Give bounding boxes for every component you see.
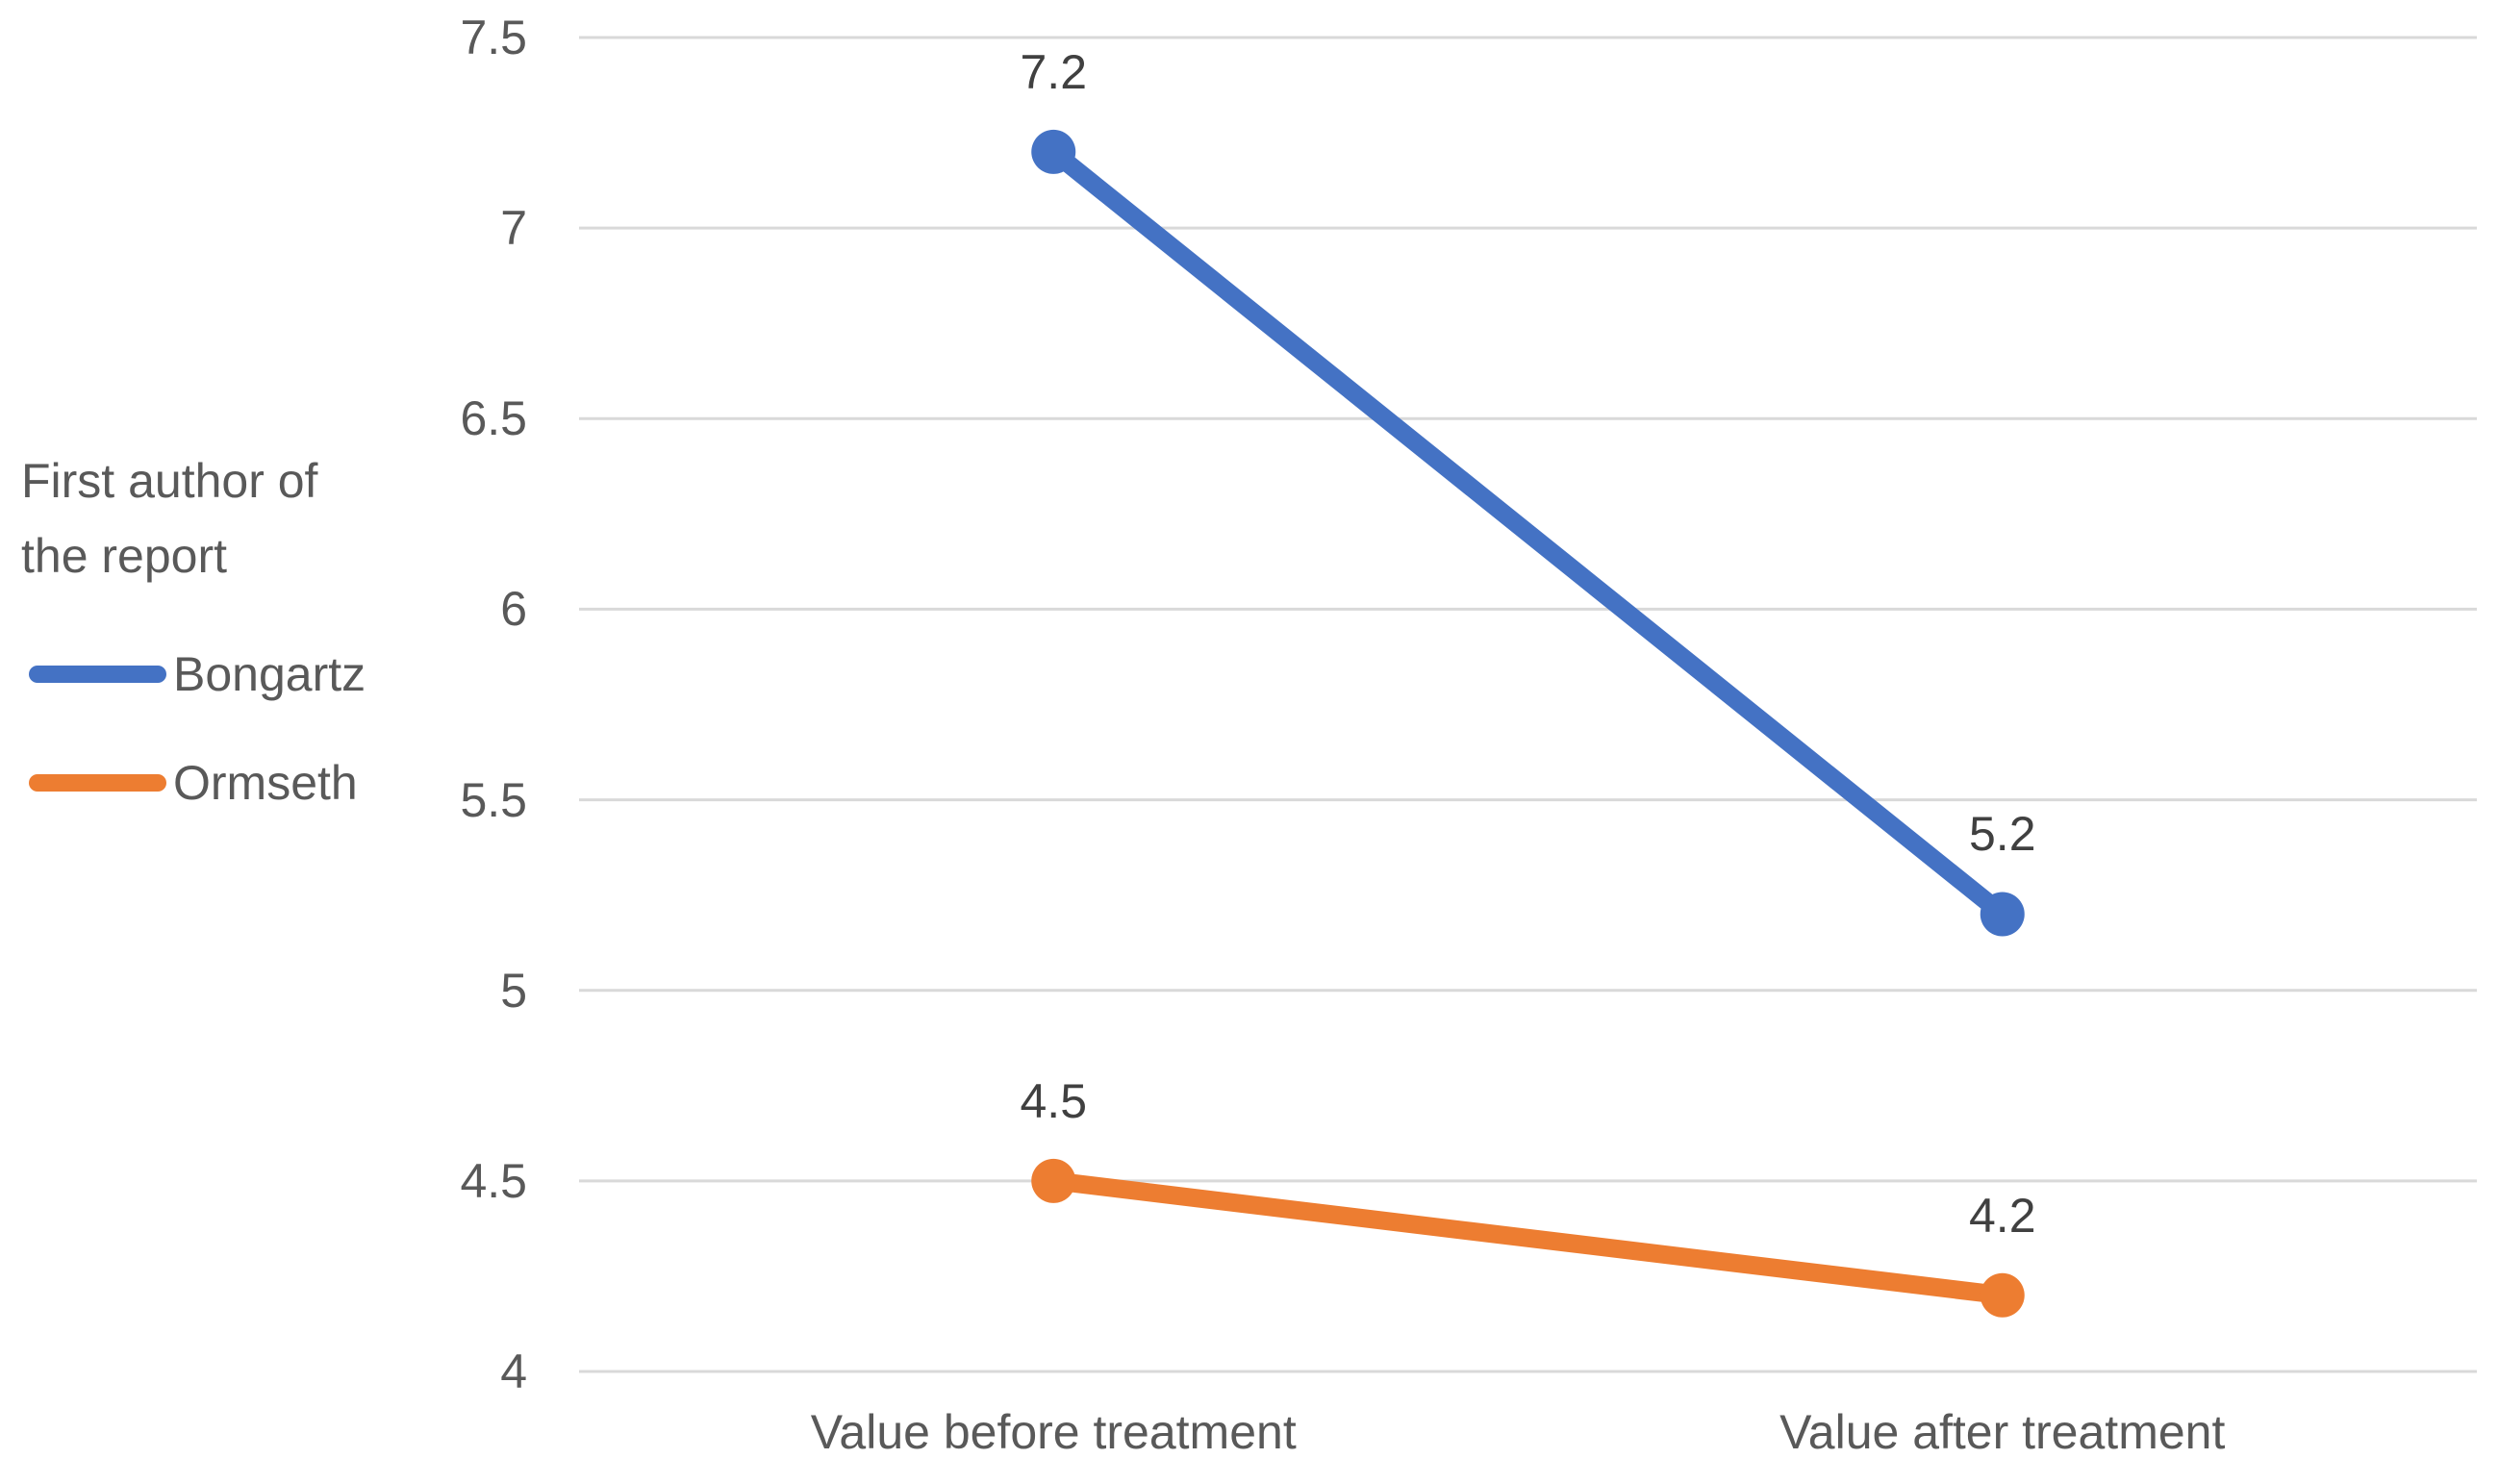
x-category-label: Value after treatment	[1779, 1405, 2226, 1459]
y-tick-label: 6.5	[460, 391, 527, 446]
data-label-ormseth: 4.2	[1968, 1188, 2036, 1243]
series-line-ormseth	[1044, 1171, 2012, 1305]
y-tick-label: 5	[500, 963, 527, 1018]
data-label-bongartz: 7.2	[1020, 44, 1088, 99]
data-point-marker-bongartz	[1980, 892, 2025, 937]
y-tick-label: 4	[500, 1345, 527, 1398]
y-tick-label: 7.5	[460, 11, 527, 64]
x-category-label: Value before treatment	[810, 1405, 1297, 1459]
y-tick-label: 6	[500, 582, 527, 637]
legend-title-line-1: First author of	[21, 454, 318, 508]
data-label-ormseth: 4.5	[1020, 1073, 1088, 1128]
series-line-bongartz	[1044, 142, 2012, 923]
data-label-bongartz: 5.2	[1968, 807, 2036, 862]
y-tick-label: 7	[500, 201, 527, 256]
data-point-marker-bongartz	[1031, 129, 1076, 174]
y-tick-label: 4.5	[460, 1153, 527, 1208]
legend-swatch-ormseth	[29, 774, 166, 792]
legend-swatch-bongartz	[29, 666, 166, 683]
legend-title: First author of the report	[21, 443, 317, 593]
data-point-marker-ormseth	[1980, 1272, 2025, 1318]
legend-label-bongartz: Bongartz	[173, 647, 366, 701]
data-point-marker-ormseth	[1031, 1158, 1076, 1203]
y-tick-label: 5.5	[460, 772, 527, 827]
legend-label-ormseth: Ormseth	[173, 756, 358, 810]
legend-title-line-2: the report	[21, 529, 228, 583]
